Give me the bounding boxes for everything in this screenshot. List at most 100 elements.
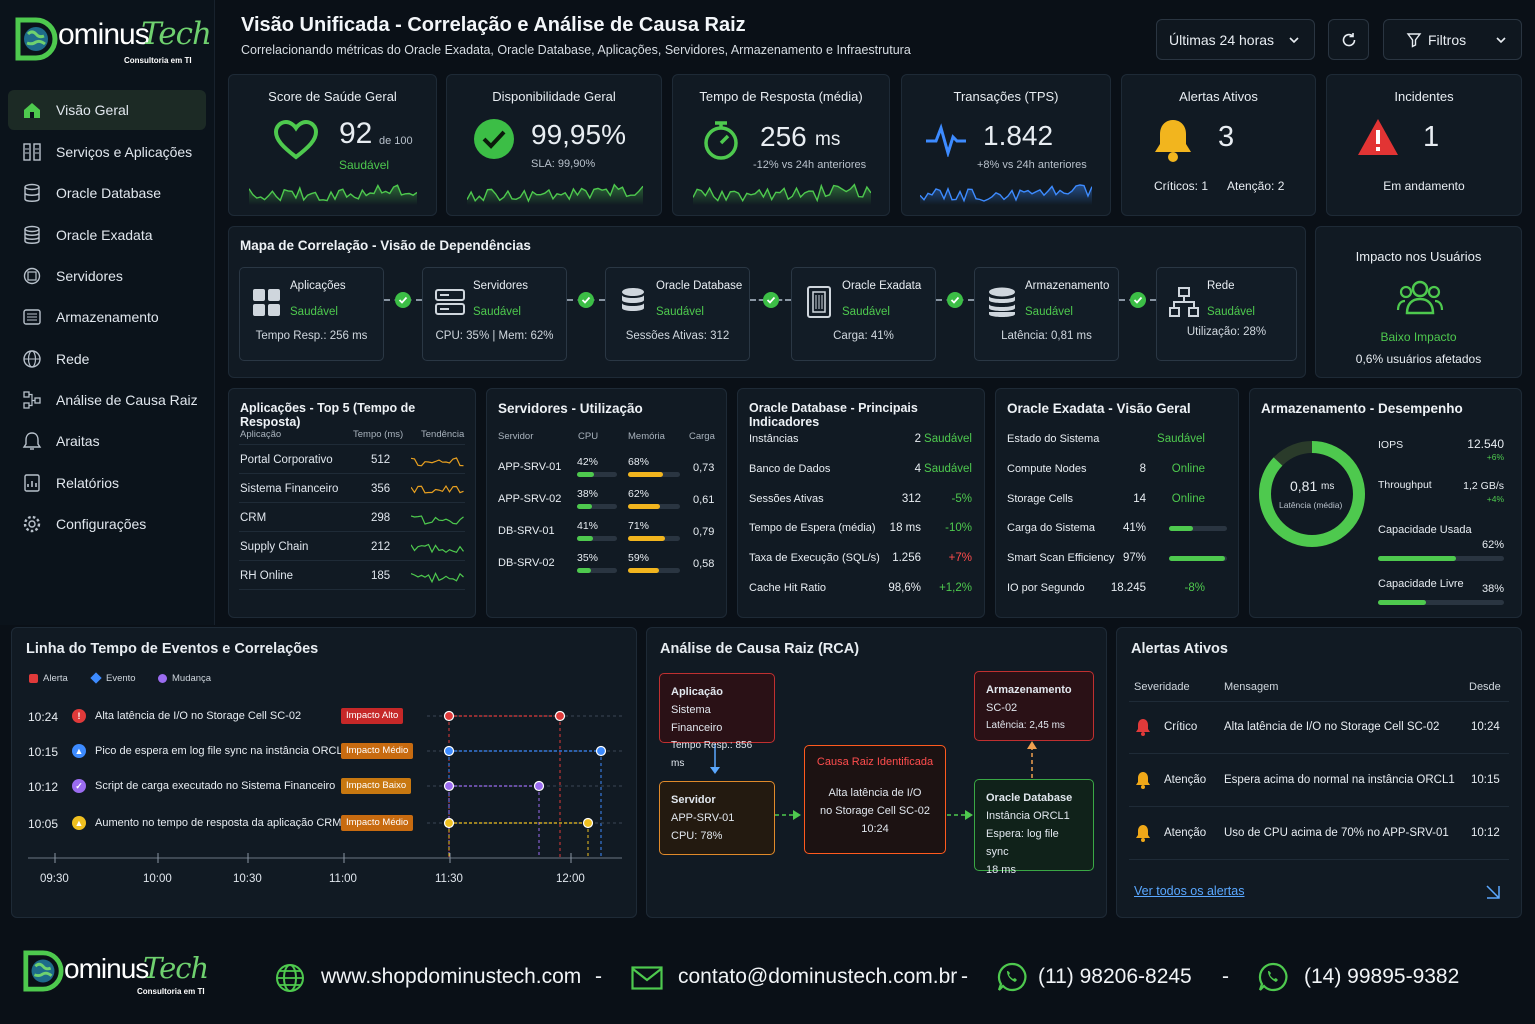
kpi-incidents-card[interactable]: Incidentes 1 Em andamento: [1326, 74, 1522, 216]
dependency-node-2[interactable]: Servidores Saudável CPU: 35% | Mem: 62%: [422, 267, 567, 361]
alert-row[interactable]: Atenção Uso de CPU acima de 70% no APP-SR…: [1129, 808, 1509, 860]
table-row[interactable]: Sistema Financeiro 356: [239, 475, 465, 503]
iops-delta: +6%: [1486, 452, 1504, 462]
indicator-row[interactable]: Tempo de Espera (média) 18 ms -10%: [738, 517, 984, 545]
impact-badge: Impacto Baixo: [341, 778, 412, 794]
indicator-row[interactable]: Storage Cells 14 Online: [996, 488, 1238, 516]
table-row[interactable]: Supply Chain 212: [239, 533, 465, 561]
cpu-bar: [577, 504, 617, 509]
dependency-node-3[interactable]: Oracle Database Saudável Sessões Ativas: 3…: [605, 267, 750, 361]
brand-logo[interactable]: ominus Tech Consultoria em TI: [14, 14, 212, 70]
kpi-availability-card[interactable]: Disponibilidade Geral 99,95% SLA: 99,90%: [446, 74, 662, 216]
dependency-node-6[interactable]: Rede Saudável Utilização: 28%: [1156, 267, 1297, 361]
alert-severity: Atenção: [1164, 774, 1207, 786]
indicator-value: 18 ms: [889, 522, 921, 535]
indicator-row[interactable]: Compute Nodes 8 Online: [996, 458, 1238, 486]
server-row[interactable]: APP-SRV-02 38% 62% 0,61: [487, 483, 726, 515]
footer-phone-1[interactable]: (11) 98206-8245: [1038, 965, 1192, 988]
rca-app-box[interactable]: Aplicação Sistema Financeiro Tempo Resp.…: [659, 673, 775, 769]
sidebar-item-bell[interactable]: Araitas: [8, 421, 206, 461]
indicator-row[interactable]: Carga do Sistema 41%: [996, 517, 1238, 545]
rca-box-line: Latência: 2,45 ms: [986, 720, 1065, 731]
rca-db-box[interactable]: Oracle Database Instância ORCL1 Espera: …: [974, 779, 1094, 876]
indicator-label: Estado do Sistema: [1007, 433, 1100, 445]
sidebar-item-home[interactable]: Visão Geral: [8, 90, 206, 130]
footer-phone-2[interactable]: (14) 99895-9382: [1304, 965, 1460, 988]
sidebar-item-server[interactable]: Servidores: [8, 256, 206, 296]
table-row[interactable]: Portal Corporativo 512: [239, 446, 465, 474]
dependency-node-5[interactable]: Armazenamento Saudável Latência: 0,81 ms: [974, 267, 1119, 361]
indicator-row[interactable]: IO por Segundo 18.245 -8%: [996, 577, 1238, 605]
footer-website-link[interactable]: www.shopdominustech.com: [321, 965, 582, 988]
sidebar-item-storage[interactable]: Armazenamento: [8, 297, 206, 337]
footer-email-link[interactable]: contato@dominustech.com.br: [678, 965, 958, 988]
indicator-value: 8: [1139, 462, 1146, 475]
panel-title: Oracle Exadata - Visão Geral: [1007, 401, 1191, 416]
kpi-tps-card[interactable]: Transações (TPS) 1.842 +8% vs 24h anteri…: [901, 74, 1111, 216]
sidebar-item-report[interactable]: Relatórios: [8, 463, 206, 503]
event-marker[interactable]: [443, 780, 455, 792]
alert-row[interactable]: Atenção Espera acima do normal na instânc…: [1129, 755, 1509, 807]
rca-box-line: 18 ms: [986, 864, 1016, 876]
indicator-row[interactable]: Instâncias 2 Saudável: [738, 428, 984, 456]
indicator-row[interactable]: Smart Scan Efficiency 97%: [996, 547, 1238, 575]
sidebar-item-database[interactable]: Oracle Database: [8, 173, 206, 213]
sidebar-item-gear[interactable]: Configurações: [8, 504, 206, 544]
event-marker[interactable]: [595, 745, 607, 757]
exadata-icon: [804, 286, 834, 318]
rca-icon: [22, 390, 42, 410]
filters-label: Filtros: [1428, 31, 1467, 48]
sidebar-item-label: Oracle Exadata: [56, 227, 153, 243]
server-row[interactable]: DB-SRV-01 41% 71% 0,79: [487, 515, 726, 547]
table-row[interactable]: RH Online 185: [239, 562, 465, 590]
indicator-row[interactable]: Taxa de Execução (SQL/s) 1.256 +7%: [738, 547, 984, 575]
time-range-select[interactable]: Últimas 24 horas: [1156, 19, 1315, 60]
rca-server-box[interactable]: Servidor APP-SRV-01 CPU: 78%: [659, 781, 775, 855]
indicator-row[interactable]: Sessões Ativas 312 -5%: [738, 488, 984, 516]
kpi-health-card[interactable]: Score de Saúde Geral 92 de 100 Saudável: [228, 74, 437, 216]
kpi-title: Tempo de Resposta (média): [699, 89, 863, 104]
dependency-node-1[interactable]: Aplicações Saudável Tempo Resp.: 256 ms: [239, 267, 384, 361]
impact-badge: Impacto Alto: [341, 708, 404, 724]
refresh-button[interactable]: [1328, 19, 1369, 60]
indicator-row[interactable]: Banco de Dados 4 Saudável: [738, 458, 984, 486]
server-row[interactable]: APP-SRV-01 42% 68% 0,73: [487, 451, 726, 483]
user-impact-panel[interactable]: Impacto nos Usuários Baixo Impacto 0,6% …: [1315, 226, 1522, 378]
event-marker[interactable]: [582, 817, 594, 829]
server-name: APP-SRV-02: [498, 493, 562, 505]
sidebar-item-services[interactable]: Serviços e Aplicações: [8, 132, 206, 172]
node-name: Oracle Exadata: [842, 280, 922, 292]
collapse-icon[interactable]: [1485, 884, 1501, 900]
event-marker[interactable]: [443, 745, 455, 757]
event-marker[interactable]: [443, 817, 455, 829]
event-marker[interactable]: [443, 710, 455, 722]
event-marker[interactable]: [554, 710, 566, 722]
panel-title: Armazenamento - Desempenho: [1261, 401, 1463, 416]
alert-bell-icon: [1135, 718, 1151, 741]
indicator-value: 18.245: [1110, 582, 1146, 594]
indicator-label: IO por Segundo: [1007, 582, 1085, 594]
indicator-extra: Saudável: [924, 433, 972, 445]
indicator-row[interactable]: Cache Hit Ratio 98,6% +1,2%: [738, 577, 984, 605]
event-marker[interactable]: [533, 780, 545, 792]
memory-value: 62%: [628, 488, 650, 500]
kpi-alerts-card[interactable]: Alertas Ativos 3 Críticos: 1 Atenção: 2: [1121, 74, 1316, 216]
load-value: 0,61: [693, 494, 715, 506]
rca-root-cause-box[interactable]: Causa Raiz Identificada Alta latência de…: [804, 745, 946, 854]
trend-sparkline: [411, 515, 464, 525]
dependency-node-4[interactable]: Oracle Exadata Saudável Carga: 41%: [791, 267, 936, 361]
heart-icon: [273, 119, 319, 160]
sidebar-item-network[interactable]: Rede: [8, 339, 206, 379]
sidebar-item-rca[interactable]: Análise de Causa Raiz: [8, 380, 206, 420]
sidebar-item-exadata[interactable]: Oracle Exadata: [8, 215, 206, 255]
kpi-response-card[interactable]: Tempo de Resposta (média) 256 ms -12% vs…: [672, 74, 890, 216]
indicator-row[interactable]: Estado do Sistema Saudável: [996, 428, 1238, 456]
table-row[interactable]: CRM 298: [239, 504, 465, 532]
apps-icon: [252, 286, 282, 318]
server-row[interactable]: DB-SRV-02 35% 59% 0,58: [487, 547, 726, 579]
rca-storage-box[interactable]: Armazenamento SC-02 Latência: 2,45 ms: [974, 671, 1094, 741]
view-all-alerts-link[interactable]: Ver todos os alertas: [1134, 884, 1245, 898]
filters-button[interactable]: Filtros: [1383, 19, 1522, 60]
kpi-value: 99,95%: [531, 119, 626, 150]
alert-row[interactable]: Crítico Alta latência de I/O no Storage C…: [1129, 702, 1509, 754]
